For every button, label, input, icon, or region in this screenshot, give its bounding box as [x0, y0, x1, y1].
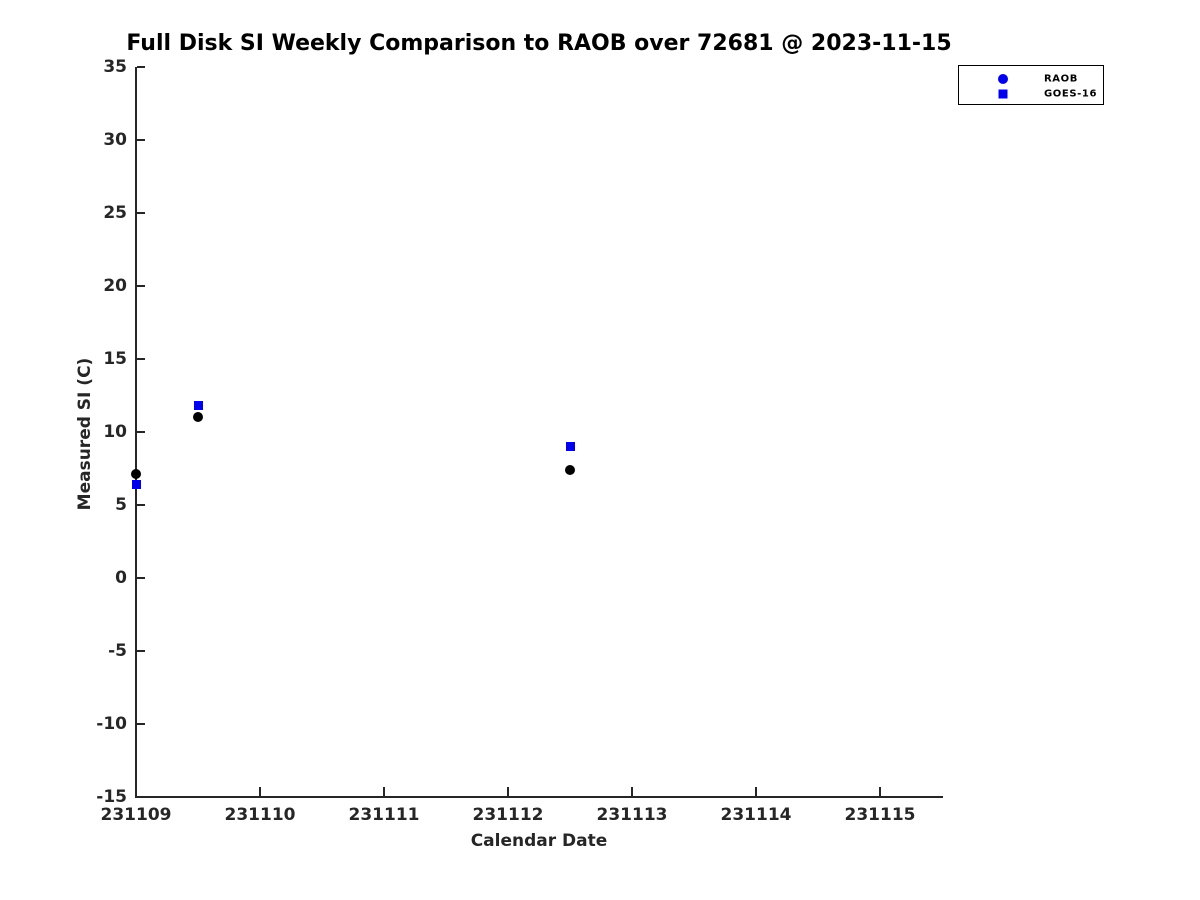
x-tick — [879, 787, 881, 796]
y-tick — [137, 650, 145, 652]
x-tick-label: 231111 — [348, 805, 420, 825]
y-tick — [137, 358, 145, 360]
legend-label: RAOB — [1044, 73, 1078, 84]
y-tick-label: 10 — [103, 422, 127, 442]
y-tick — [137, 504, 145, 506]
y-tick — [137, 796, 145, 798]
x-tick — [631, 787, 633, 796]
y-tick-label: 0 — [115, 568, 127, 588]
y-tick — [137, 212, 145, 214]
x-tick — [755, 787, 757, 796]
legend: RAOB GOES-16 — [958, 65, 1104, 105]
y-tick — [137, 577, 145, 579]
legend-square-icon — [998, 89, 1008, 98]
y-tick-label: 25 — [103, 203, 127, 223]
y-tick-label: 20 — [103, 276, 127, 296]
y-tick — [137, 723, 145, 725]
y-tick-label: -10 — [96, 714, 127, 734]
data-point-raob — [565, 464, 575, 475]
x-tick-label: 231115 — [844, 805, 916, 825]
data-point-goes-16 — [565, 442, 575, 452]
y-tick-label: 35 — [103, 57, 127, 77]
legend-label: GOES-16 — [1044, 88, 1098, 99]
x-tick-label: 231114 — [720, 805, 792, 825]
y-tick-label: -5 — [108, 641, 127, 661]
x-tick — [259, 787, 261, 796]
data-point-goes-16 — [193, 401, 203, 411]
y-tick — [137, 66, 145, 68]
y-axis-spine — [135, 67, 137, 798]
x-tick — [135, 787, 137, 796]
x-axis-spine — [135, 796, 943, 798]
x-tick — [383, 787, 385, 796]
y-tick-label: 15 — [103, 349, 127, 369]
y-tick — [137, 139, 145, 141]
x-tick-label: 231113 — [596, 805, 668, 825]
chart-title: Full Disk SI Weekly Comparison to RAOB o… — [126, 31, 952, 56]
y-tick-label: 30 — [103, 130, 127, 150]
data-point-goes-16 — [131, 480, 141, 490]
x-tick-label: 231112 — [472, 805, 544, 825]
data-point-raob — [193, 412, 203, 423]
x-tick-label: 231110 — [224, 805, 296, 825]
x-tick-label: 231109 — [100, 805, 172, 825]
legend-item-raob: RAOB — [959, 71, 1103, 86]
y-tick-label: -15 — [96, 787, 127, 807]
x-tick — [507, 787, 509, 796]
legend-circle-icon — [998, 73, 1008, 84]
x-axis-label: Calendar Date — [470, 831, 608, 851]
legend-item-goes-16: GOES-16 — [959, 86, 1103, 101]
y-tick — [137, 285, 145, 287]
data-point-raob — [131, 469, 141, 480]
y-tick — [137, 431, 145, 433]
y-tick-label: 5 — [115, 495, 127, 515]
